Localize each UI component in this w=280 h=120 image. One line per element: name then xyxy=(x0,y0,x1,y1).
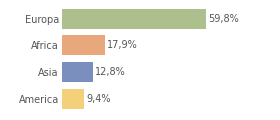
Bar xyxy=(62,35,105,55)
Text: 12,8%: 12,8% xyxy=(95,67,126,77)
Text: 17,9%: 17,9% xyxy=(107,40,138,50)
Bar xyxy=(62,89,84,109)
Bar xyxy=(62,9,206,29)
Text: 59,8%: 59,8% xyxy=(209,14,239,24)
Bar xyxy=(62,62,92,82)
Text: 9,4%: 9,4% xyxy=(87,94,111,104)
